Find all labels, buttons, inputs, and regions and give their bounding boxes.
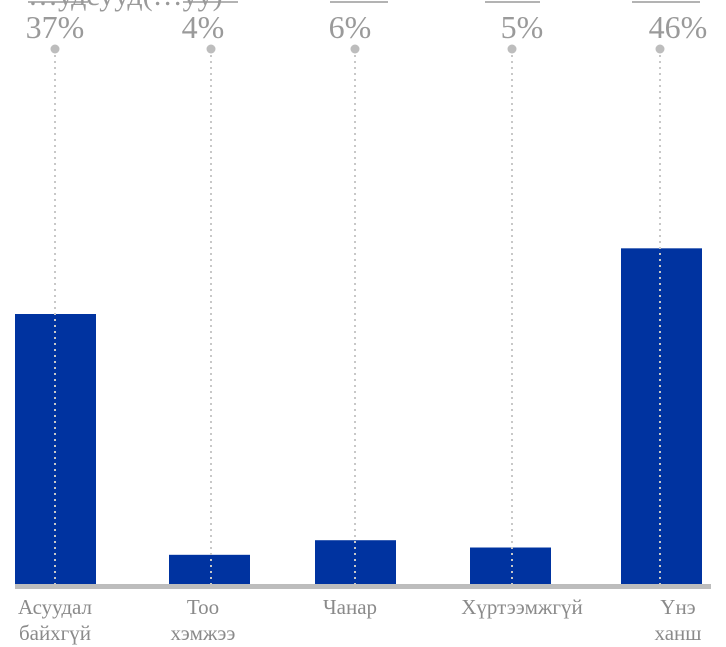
- data-label: 6%: [329, 9, 372, 45]
- leader-dot: [206, 44, 216, 54]
- data-label: 46%: [649, 9, 708, 45]
- x-tick-label: Хүртээмжгүй: [461, 595, 583, 619]
- leader-dot: [507, 44, 517, 54]
- bar: [15, 314, 96, 584]
- x-axis-line: [15, 584, 711, 589]
- bar: [621, 248, 702, 584]
- chart-title-fragment: …удсууд(…уу): [28, 0, 223, 12]
- data-label: 5%: [501, 9, 544, 45]
- leader-dot: [350, 44, 360, 54]
- bars-group: [15, 248, 702, 584]
- x-tick-label: Асуудал: [18, 595, 92, 619]
- x-tick-label: байхгүй: [19, 621, 91, 645]
- x-tick-label: Тоо: [187, 595, 219, 619]
- data-label: 37%: [26, 9, 85, 45]
- x-tick-label: Чанар: [323, 595, 377, 619]
- leader-lines-group: [50, 44, 665, 584]
- x-tick-label: ханш: [655, 621, 702, 645]
- bar: [169, 554, 250, 584]
- leader-dot: [655, 44, 665, 54]
- value-labels-group: 37% 4% 6% 5% 46%: [26, 9, 708, 45]
- leader-dot: [50, 44, 60, 54]
- data-label: 4%: [182, 9, 225, 45]
- x-tick-label: хэмжээ: [171, 621, 236, 645]
- bar: [470, 547, 551, 584]
- chart-title: …удсууд(…уу): [28, 0, 223, 12]
- x-axis: [15, 584, 711, 589]
- x-tick-label: Үнэ: [660, 595, 695, 619]
